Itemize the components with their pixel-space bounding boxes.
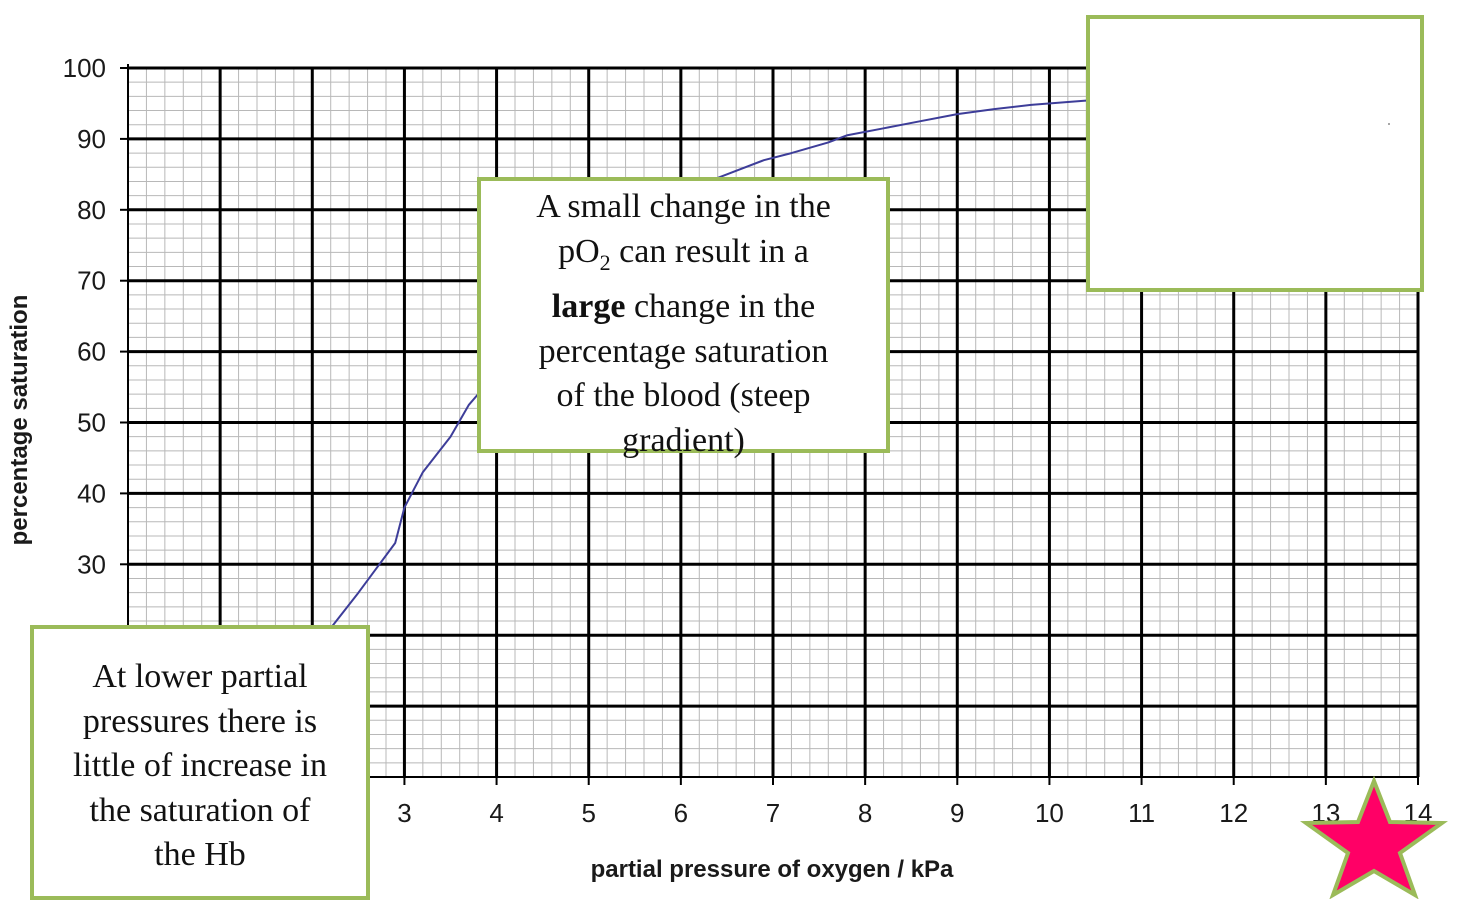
y-tick-label: 100 bbox=[63, 53, 106, 83]
x-axis-title: partial pressure of oxygen / kPa bbox=[591, 856, 954, 883]
callout-line: the saturation of bbox=[89, 791, 311, 829]
x-tick-label: 5 bbox=[581, 798, 595, 828]
blank-callout-box: · bbox=[1086, 15, 1424, 292]
star-shape bbox=[1300, 775, 1448, 899]
callout-line: large change in the bbox=[493, 285, 874, 330]
y-tick-label: 90 bbox=[77, 124, 106, 154]
x-tick-label: 9 bbox=[950, 798, 964, 828]
callout-text: pO bbox=[558, 232, 600, 270]
y-tick-label: 40 bbox=[77, 478, 106, 508]
y-axis-title: percentage saturation bbox=[6, 295, 33, 546]
x-tick-label: 4 bbox=[489, 798, 503, 828]
x-tick-label: 12 bbox=[1219, 798, 1248, 828]
subscript-2: 2 bbox=[599, 249, 611, 275]
bold-large: large bbox=[551, 287, 626, 325]
x-tick-label: 6 bbox=[674, 798, 688, 828]
callout-line: At lower partial bbox=[92, 658, 308, 695]
callout-line: of the blood (steep bbox=[556, 377, 811, 415]
x-tick-label: 11 bbox=[1128, 798, 1155, 828]
callout-line: percentage saturation bbox=[538, 332, 829, 370]
callout-line: little of increase in bbox=[73, 747, 327, 785]
callout-line: A small change in the bbox=[536, 188, 831, 225]
y-tick-label: 50 bbox=[77, 408, 106, 438]
x-tick-label: 8 bbox=[858, 798, 872, 828]
low-pressure-callout: At lower partial pressures there is litt… bbox=[30, 625, 370, 900]
callout-line: pO2 can result in a bbox=[493, 230, 874, 285]
callout-line: gradient) bbox=[622, 421, 745, 459]
x-tick-label: 10 bbox=[1035, 798, 1064, 828]
steep-gradient-callout: A small change in the pO2 can result in … bbox=[477, 177, 890, 459]
star-icon[interactable] bbox=[1300, 775, 1448, 899]
x-tick-label: 7 bbox=[766, 798, 780, 828]
y-tick-label: 60 bbox=[77, 337, 106, 367]
callout-line: the Hb bbox=[154, 836, 246, 874]
y-tick-label: 70 bbox=[77, 266, 106, 296]
callout-text: can result in a bbox=[610, 232, 809, 270]
x-tick-label: 3 bbox=[397, 798, 411, 828]
callout-text: change in the bbox=[625, 287, 816, 325]
dot-mark: · bbox=[1386, 113, 1392, 133]
y-tick-label: 80 bbox=[77, 195, 106, 225]
callout-line: pressures there is bbox=[82, 702, 318, 740]
y-tick-label: 30 bbox=[77, 549, 106, 579]
